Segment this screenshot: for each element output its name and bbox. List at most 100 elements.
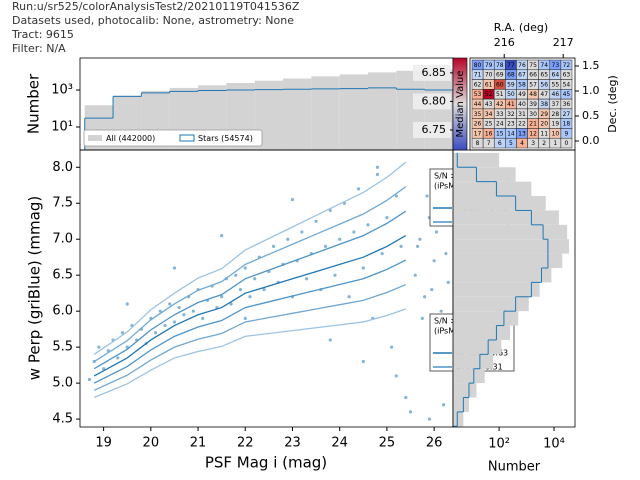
y-axis-label: Dec. (deg) (606, 75, 619, 133)
y-tick-label: 0.0 (582, 134, 600, 147)
scatter-point (201, 316, 205, 320)
scatter-point (420, 316, 424, 320)
y-tick-label: 7.5 (52, 196, 73, 211)
legend-box (83, 129, 263, 147)
patch-id: 31 (518, 111, 526, 118)
scatter-point (352, 230, 356, 234)
scatter-point (413, 273, 417, 277)
patch-id: 66 (529, 72, 537, 79)
hist-bar (283, 78, 312, 150)
scatter-point (356, 187, 361, 191)
scatter-point (404, 395, 408, 400)
scatter-point (125, 302, 129, 306)
header-line: Filter: N/A (12, 42, 66, 55)
hist-bar (453, 311, 519, 326)
patch-id: 58 (518, 81, 526, 88)
scatter-point (361, 359, 365, 364)
patch-id: 64 (552, 72, 560, 79)
colorbar-tick-label: 6.75 (422, 123, 447, 136)
y-tick-label: 5.0 (52, 376, 73, 391)
x-tick-label: 10⁴ (543, 437, 565, 452)
scatter-point (432, 259, 436, 263)
legend-label: Stars (54574) (198, 134, 253, 143)
patch-id: 0 (565, 140, 569, 147)
patch-id: 5 (509, 140, 513, 147)
patch-id: 76 (518, 62, 526, 69)
hist-bar (453, 267, 552, 283)
colorbar-label-bg (413, 93, 451, 110)
patch-id: 65 (540, 72, 548, 79)
scatter-point (97, 345, 101, 349)
y-tick-label: 6.5 (52, 268, 73, 283)
patch-id: 33 (496, 111, 504, 118)
patch-id: 60 (496, 81, 504, 88)
patch-id: 10 (552, 130, 560, 137)
scatter-point (415, 244, 420, 249)
hist-bar (453, 282, 540, 297)
scatter-point (163, 323, 167, 328)
scatter-point (271, 244, 276, 249)
scatter-point (168, 302, 172, 306)
scatter-point (253, 277, 257, 281)
patch-id: 49 (518, 91, 526, 98)
y-tick-label: 1.5 (582, 59, 600, 72)
colorbar-tick-label: 6.80 (422, 94, 447, 107)
patch-cell (560, 137, 573, 149)
patch-id: 8 (476, 140, 480, 147)
patch-id: 57 (529, 81, 537, 88)
hist-bar (453, 368, 485, 384)
patch-id: 73 (552, 62, 560, 69)
patch-id: 24 (496, 121, 504, 128)
scatter-point (423, 295, 427, 299)
patch-id: 72 (563, 62, 571, 69)
patch-id: 21 (529, 121, 537, 128)
patch-id: 39 (529, 101, 537, 108)
x-tick-label: 10² (488, 437, 510, 452)
scatter-point (347, 295, 351, 299)
scatter-point (305, 277, 309, 281)
x-tick-label: 22 (237, 436, 254, 451)
patch-id: 35 (474, 111, 482, 118)
x-tick-label: 19 (95, 436, 112, 451)
scatter-point (243, 266, 247, 270)
legend-swatch (179, 134, 195, 142)
colorbar-label-bg (413, 64, 451, 81)
colorbar (452, 57, 468, 151)
patch-id: 17 (474, 130, 482, 137)
patch-id: 2 (542, 140, 546, 147)
scatter-point (430, 287, 434, 292)
x-axis-label: R.A. (deg) (494, 21, 548, 34)
scatter-point (172, 320, 177, 324)
patch-id: 19 (552, 121, 560, 128)
y-tick-label: 7.0 (52, 232, 73, 247)
hist-bar (453, 167, 516, 182)
scatter-point (434, 230, 439, 234)
patch-id: 41 (507, 101, 515, 108)
patch-id: 54 (563, 81, 571, 88)
hist-bar (453, 253, 563, 268)
patch-id: 7 (487, 140, 491, 147)
scatter-point (399, 244, 403, 249)
patch-id: 74 (540, 62, 548, 69)
patch-id: 53 (474, 91, 482, 98)
x-tick-label: 25 (379, 436, 396, 451)
hist-bar (339, 74, 369, 150)
hist-bar (453, 339, 502, 355)
scatter-point (361, 266, 365, 270)
scatter-point (427, 417, 431, 421)
patch-id: 23 (507, 121, 515, 128)
patch-id: 71 (474, 72, 482, 79)
y-tick-label: 4.5 (52, 412, 73, 427)
hist-bar (453, 325, 511, 340)
x-tick-label: 23 (284, 436, 301, 451)
hist-bar (453, 152, 500, 168)
scatter-point (116, 356, 120, 360)
scatter-point (238, 287, 243, 292)
patch-id: 26 (474, 121, 482, 128)
hist-bar (453, 397, 469, 412)
scatter-point (375, 165, 380, 169)
patch-id: 46 (552, 91, 560, 98)
patch-id: 38 (540, 101, 548, 108)
scatter-point (182, 313, 186, 317)
y-tick-label: 8.0 (52, 160, 73, 175)
